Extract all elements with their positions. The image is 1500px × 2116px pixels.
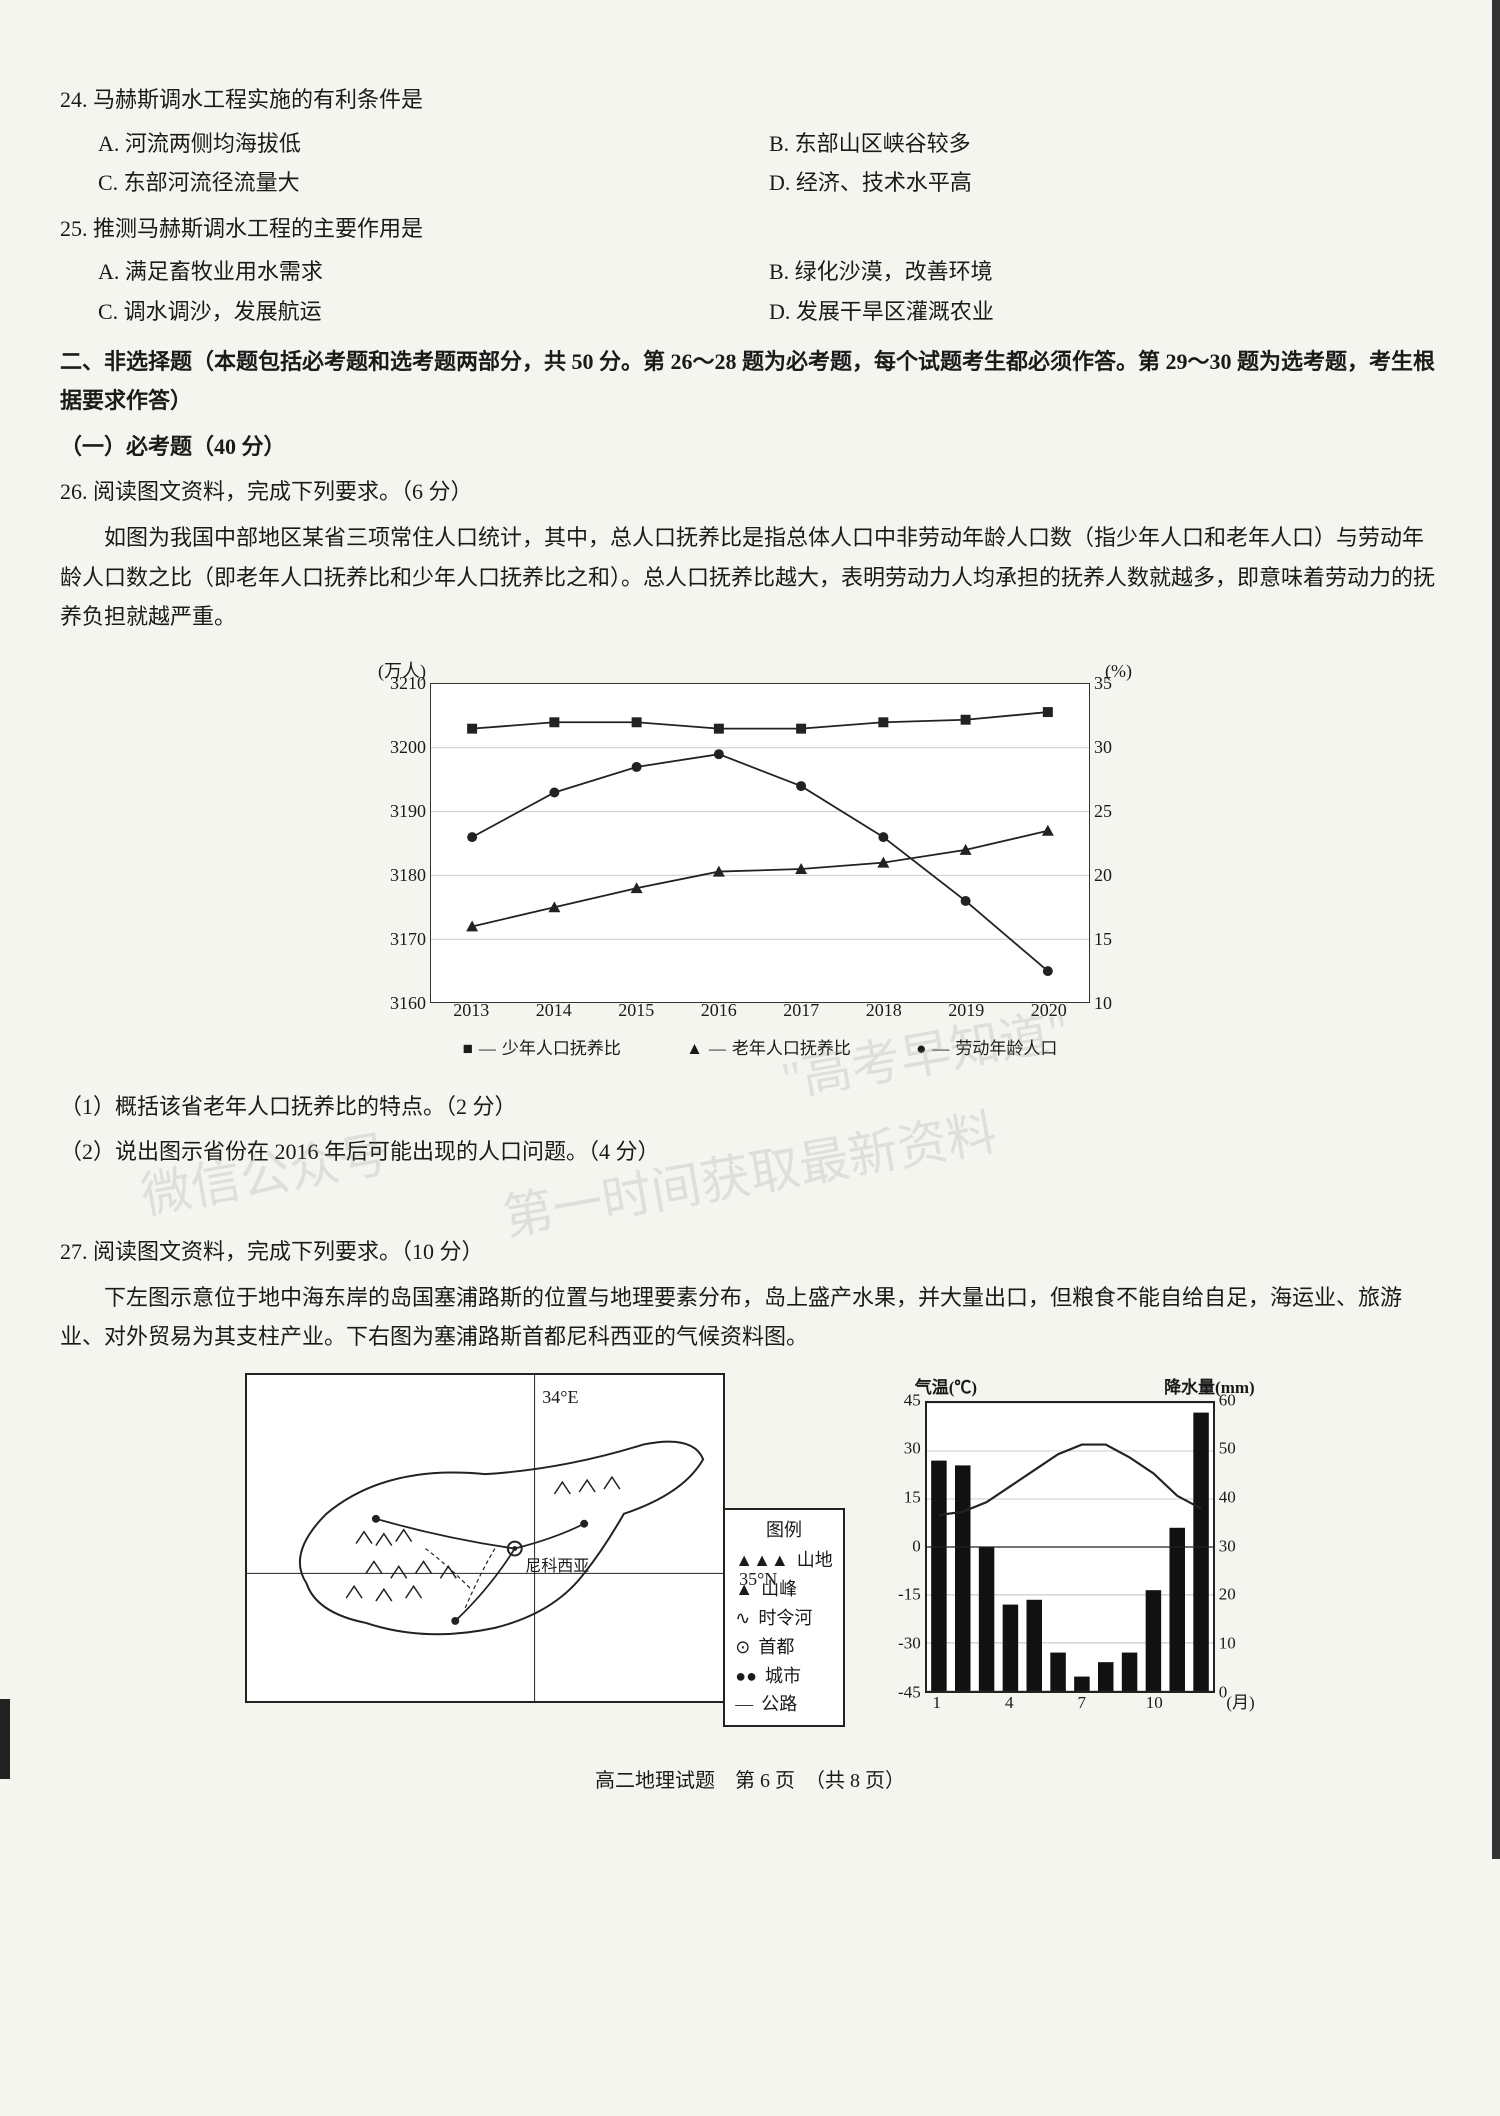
population-line-chart: (万人) (%) ■—少年人口抚养比 ▲—老年人口抚养比 ●—劳动年龄人口 31… <box>340 653 1160 1073</box>
legend-river: ∿ 时令河 <box>735 1604 832 1633</box>
map-legend: 图例 ▲▲▲山地 ▲山峰 ∿时令河 ⊙首都 ●●城市 —公路 <box>723 1508 844 1728</box>
q27-body: 下左图示意位于地中海东岸的岛国塞浦路斯的位置与地理要素分布，岛上盛产水果，并大量… <box>60 1278 1440 1357</box>
legend-road-sym: — <box>735 1690 753 1719</box>
population-chart-wrap: (万人) (%) ■—少年人口抚养比 ▲—老年人口抚养比 ●—劳动年龄人口 31… <box>60 653 1440 1073</box>
cyprus-svg <box>247 1375 723 1702</box>
legend-river-label: 时令河 <box>758 1604 812 1633</box>
maps-row: 34°E 35°N 尼科西亚 图例 ▲▲▲山地 ▲山峰 ∿时令河 ⊙首都 ●●城… <box>60 1373 1440 1733</box>
legend-city-sym: ●● <box>735 1662 757 1691</box>
q24-B: B. 东部山区峡谷较多 <box>769 124 1440 164</box>
legend-old: ▲—老年人口抚养比 <box>686 1034 851 1065</box>
legend-child-marker: ■ <box>463 1034 473 1065</box>
question-24: 24. 马赫斯调水工程实施的有利条件是 A. 河流两侧均海拔低 B. 东部山区峡… <box>60 80 1440 203</box>
q25-stem: 25. 推测马赫斯调水工程的主要作用是 <box>60 209 1440 249</box>
q24-options-2: C. 东部河流径流量大 D. 经济、技术水平高 <box>98 163 1440 203</box>
scan-edge-left <box>0 1699 10 1779</box>
q25-B: B. 绿化沙漠，改善环境 <box>769 252 1440 292</box>
question-25: 25. 推测马赫斯调水工程的主要作用是 A. 满足畜牧业用水需求 B. 绿化沙漠… <box>60 209 1440 332</box>
question-26: 26. 阅读图文资料，完成下列要求。（6 分） 如图为我国中部地区某省三项常住人… <box>60 472 1440 636</box>
subsection-required: （一）必考题（40 分） <box>60 427 1440 467</box>
map-lat-label: 35°N <box>739 1563 777 1595</box>
q24-C: C. 东部河流径流量大 <box>98 163 769 203</box>
legend-pop: ●—劳动年龄人口 <box>916 1034 1057 1065</box>
q25-options-2: C. 调水调沙，发展航运 D. 发展干旱区灌溉农业 <box>98 292 1440 332</box>
q26-body: 如图为我国中部地区某省三项常住人口统计，其中，总人口抚养比是指总体人口中非劳动年… <box>60 518 1440 637</box>
legend-city-label: 城市 <box>765 1662 801 1691</box>
q25-A: A. 满足畜牧业用水需求 <box>98 252 769 292</box>
legend-child-label: 少年人口抚养比 <box>502 1034 621 1065</box>
climate-chart: 气温(℃) 降水量(mm) (月) -45-30-150153045010203… <box>875 1373 1255 1733</box>
page-footer: 高二地理试题 第 6 页 （共 8 页） <box>60 1763 1440 1799</box>
legend-pop-marker: ● <box>916 1034 926 1065</box>
chart-plot-area <box>430 683 1090 1003</box>
cyprus-map-wrapper: 34°E 35°N 尼科西亚 图例 ▲▲▲山地 ▲山峰 ∿时令河 ⊙首都 ●●城… <box>245 1373 844 1728</box>
legend-child: ■—少年人口抚养比 <box>463 1034 621 1065</box>
cyprus-map: 34°E 35°N 尼科西亚 <box>245 1373 725 1703</box>
q24-options-1: A. 河流两侧均海拔低 B. 东部山区峡谷较多 <box>98 124 1440 164</box>
legend-pop-label: 劳动年龄人口 <box>955 1034 1057 1065</box>
question-27: 27. 阅读图文资料，完成下列要求。（10 分） 下左图示意位于地中海东岸的岛国… <box>60 1232 1440 1357</box>
legend-road: — 公路 <box>735 1690 832 1719</box>
legend-mountain-label: 山地 <box>797 1546 833 1575</box>
q26-sub1: （1）概括该省老年人口抚养比的特点。（2 分） <box>60 1087 1440 1127</box>
chart-legend: ■—少年人口抚养比 ▲—老年人口抚养比 ●—劳动年龄人口 <box>430 1034 1090 1065</box>
map-legend-title: 图例 <box>735 1516 832 1545</box>
legend-old-label: 老年人口抚养比 <box>732 1034 851 1065</box>
q24-stem: 24. 马赫斯调水工程实施的有利条件是 <box>60 80 1440 120</box>
legend-river-sym: ∿ <box>735 1604 750 1633</box>
q25-options-1: A. 满足畜牧业用水需求 B. 绿化沙漠，改善环境 <box>98 252 1440 292</box>
q25-D: D. 发展干旱区灌溉农业 <box>769 292 1440 332</box>
climate-title-temp: 气温(℃) <box>915 1373 977 1404</box>
q24-A: A. 河流两侧均海拔低 <box>98 124 769 164</box>
q25-C: C. 调水调沙，发展航运 <box>98 292 769 332</box>
q24-D: D. 经济、技术水平高 <box>769 163 1440 203</box>
legend-old-marker: ▲ <box>686 1034 703 1065</box>
section-2-header: 二、非选择题（本题包括必考题和选考题两部分，共 50 分。第 26～28 题为必… <box>60 342 1440 421</box>
q27-stem: 27. 阅读图文资料，完成下列要求。（10 分） <box>60 1232 1440 1272</box>
climate-plot-area <box>925 1401 1215 1693</box>
q26-stem: 26. 阅读图文资料，完成下列要求。（6 分） <box>60 472 1440 512</box>
chart-svg <box>431 684 1089 1003</box>
legend-capital-sym: ⊙ <box>735 1633 750 1662</box>
legend-city: ●● 城市 <box>735 1662 832 1691</box>
legend-road-label: 公路 <box>761 1690 797 1719</box>
q26-sub2: （2）说出图示省份在 2016 年后可能出现的人口问题。（4 分） <box>60 1132 1440 1172</box>
legend-capital: ⊙ 首都 <box>735 1633 832 1662</box>
legend-capital-label: 首都 <box>758 1633 794 1662</box>
scan-edge-right <box>1492 0 1500 1859</box>
map-capital-label: 尼科西亚 <box>525 1553 589 1582</box>
climate-svg <box>927 1403 1213 1691</box>
map-lon-label: 34°E <box>542 1381 578 1413</box>
